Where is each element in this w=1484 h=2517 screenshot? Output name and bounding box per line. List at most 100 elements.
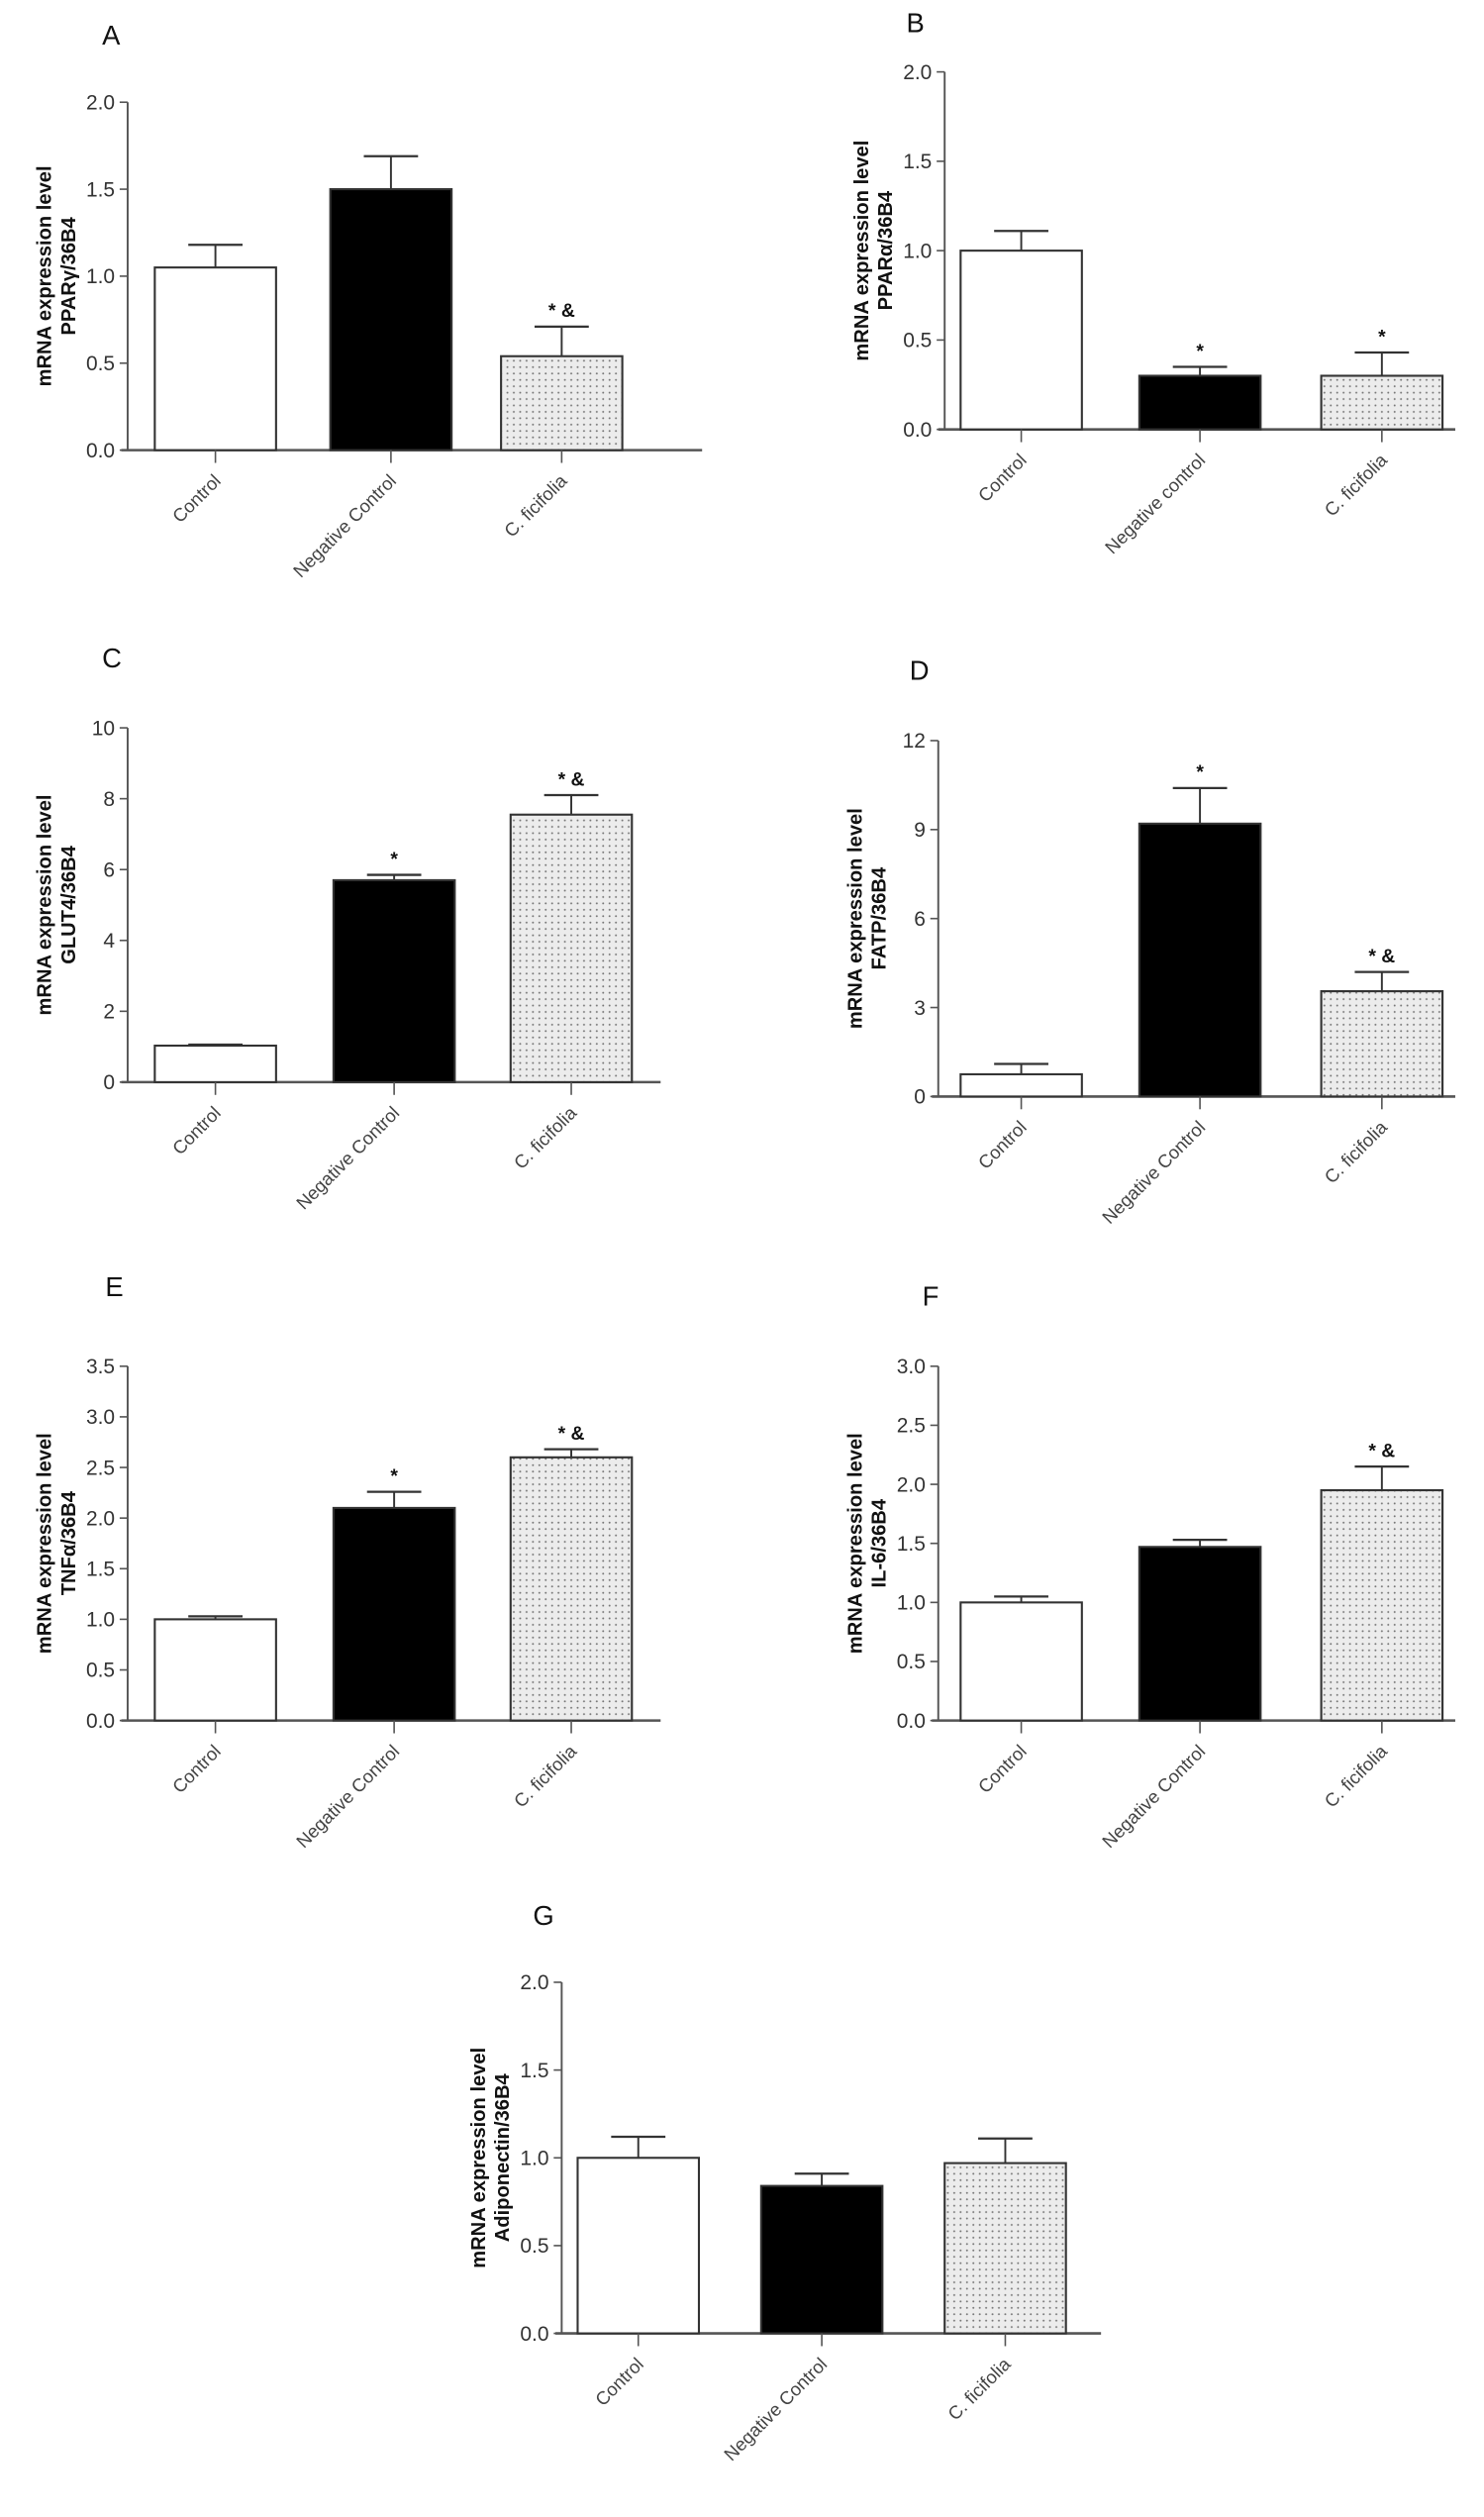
y-tick-label: 1.0 xyxy=(897,1592,926,1615)
x-tick-label: Negative Control xyxy=(289,470,400,581)
y-tick-label: 0.0 xyxy=(903,419,932,442)
y-tick-label: 1.0 xyxy=(520,2148,548,2170)
bar-3 xyxy=(1320,990,1444,1098)
y-tick-label: 9 xyxy=(914,819,926,842)
y-tick-label: 1.5 xyxy=(903,151,932,173)
x-tick-label: Control xyxy=(974,450,1031,506)
bar-2 xyxy=(1138,822,1262,1098)
significance-marker: * xyxy=(1196,341,1204,362)
bar-1 xyxy=(959,1072,1083,1098)
y-tick-label: 0.0 xyxy=(86,1710,115,1733)
y-axis-label-line1: mRNA expression level xyxy=(844,1433,866,1654)
panel-b: B 0.0 0.5 1.0 1.5 2.0 mRNA expression level PPA… xyxy=(851,7,1455,557)
bar-2 xyxy=(332,878,456,1083)
bar-1 xyxy=(153,1618,277,1722)
x-tick-label: Control xyxy=(591,2354,647,2410)
bar-2 xyxy=(759,2184,884,2335)
bar-1 xyxy=(153,266,277,452)
bar-2 xyxy=(329,188,453,452)
x-tick-label: C. ficifolia xyxy=(510,1102,581,1173)
y-tick-label: 1.5 xyxy=(897,1533,926,1556)
y-tick-label: 2.0 xyxy=(897,1473,926,1496)
x-tick-label: C. ficifolia xyxy=(1321,449,1392,520)
x-tick-label: Negative control xyxy=(1101,450,1209,557)
significance-marker: * & xyxy=(558,1423,585,1445)
significance-marker: * xyxy=(390,1465,398,1487)
panel-label: A xyxy=(102,20,121,50)
x-tick-label: Control xyxy=(974,1741,1031,1797)
y-tick-label: 6 xyxy=(914,908,926,931)
y-tick-label: 1.0 xyxy=(86,1609,115,1632)
y-axis-label-line2: GLUT4/36B4 xyxy=(58,845,80,963)
panel-label: B xyxy=(907,7,925,38)
bar-3 xyxy=(500,354,624,452)
panel-label: C xyxy=(102,643,122,673)
panel-label: D xyxy=(910,655,930,686)
y-tick-label: 12 xyxy=(903,730,926,753)
bar-3 xyxy=(1320,1488,1444,1722)
y-tick-label: 0.0 xyxy=(897,1710,926,1733)
y-tick-label: 1.0 xyxy=(86,265,115,288)
x-tick-label: Negative Control xyxy=(292,1102,403,1213)
panel-label: F xyxy=(923,1281,940,1312)
significance-marker: * xyxy=(1196,761,1204,783)
x-tick-label: C. ficifolia xyxy=(1321,1116,1392,1187)
x-tick-label: Control xyxy=(168,1102,225,1158)
bar-3 xyxy=(1320,374,1444,431)
y-tick-label: 3.0 xyxy=(86,1406,115,1429)
y-tick-label: 0.5 xyxy=(86,352,115,375)
y-axis-label-line2: IL-6/36B4 xyxy=(869,1498,891,1587)
bar-3 xyxy=(509,1456,634,1722)
y-tick-label: 2 xyxy=(103,1001,115,1024)
y-tick-label: 1.5 xyxy=(520,2060,548,2082)
y-axis-label-line2: Adiponectin/36B4 xyxy=(492,2072,514,2242)
bar-3 xyxy=(509,813,634,1083)
y-tick-label: 3 xyxy=(914,997,926,1020)
significance-marker: * & xyxy=(1368,946,1395,967)
significance-marker: * xyxy=(1378,326,1386,348)
y-tick-label: 2.0 xyxy=(520,1971,548,1994)
y-tick-label: 8 xyxy=(103,788,115,811)
x-tick-label: C. ficifolia xyxy=(1321,1740,1392,1811)
y-tick-label: 1.0 xyxy=(903,240,932,262)
bar-1 xyxy=(959,1601,1083,1722)
y-axis-label-line1: mRNA expression level xyxy=(844,808,866,1029)
y-axis-label-line1: mRNA expression level xyxy=(468,2048,490,2268)
bar-2 xyxy=(1138,1546,1262,1722)
x-tick-label: Negative Control xyxy=(292,1741,403,1852)
panel-d: D 0 3 6 9 12 mRNA expression level FATP/36B4 Con… xyxy=(844,655,1455,1228)
x-tick-label: C. ficifolia xyxy=(943,2353,1015,2424)
significance-marker: * & xyxy=(558,768,585,790)
panel-e: E 0.0 0.5 1.0 1.5 2.0 2.5 3.0 3.5 mRNA expression… xyxy=(35,1271,661,1852)
y-axis-label-line1: mRNA expression level xyxy=(851,141,873,361)
panel-label: E xyxy=(105,1271,123,1302)
y-tick-label: 0.5 xyxy=(897,1651,926,1673)
bar-1 xyxy=(959,250,1083,431)
x-tick-label: Control xyxy=(974,1117,1031,1173)
y-tick-label: 0.5 xyxy=(86,1660,115,1682)
y-tick-label: 3.5 xyxy=(86,1356,115,1378)
x-tick-label: Control xyxy=(168,1741,225,1797)
x-tick-label: Control xyxy=(168,470,225,527)
y-axis-label-line1: mRNA expression level xyxy=(35,794,56,1015)
panel-c: C 0 2 4 6 8 10 mRNA expression level GLUT4/36B4 C… xyxy=(35,643,661,1213)
y-tick-label: 0.5 xyxy=(903,330,932,352)
bar-2 xyxy=(1138,374,1262,431)
panel-label: G xyxy=(533,1900,553,1931)
y-tick-label: 0.0 xyxy=(520,2323,548,2346)
x-tick-label: Negative Control xyxy=(1098,1117,1209,1228)
y-tick-label: 1.5 xyxy=(86,1559,115,1581)
bar-1 xyxy=(153,1044,277,1083)
y-tick-label: 4 xyxy=(103,930,115,953)
significance-marker: * & xyxy=(1368,1441,1395,1462)
y-tick-label: 6 xyxy=(103,858,115,881)
panel-a: A 0.0 0.5 1.0 1.5 2.0 mRNA expression level PPA… xyxy=(35,20,703,581)
y-tick-label: 1.5 xyxy=(86,178,115,201)
y-tick-label: 2.5 xyxy=(86,1457,115,1479)
y-tick-label: 0 xyxy=(914,1086,926,1109)
y-tick-label: 0.0 xyxy=(86,440,115,462)
y-tick-label: 10 xyxy=(92,717,115,740)
y-tick-label: 0 xyxy=(103,1071,115,1094)
y-tick-label: 2.5 xyxy=(897,1415,926,1438)
